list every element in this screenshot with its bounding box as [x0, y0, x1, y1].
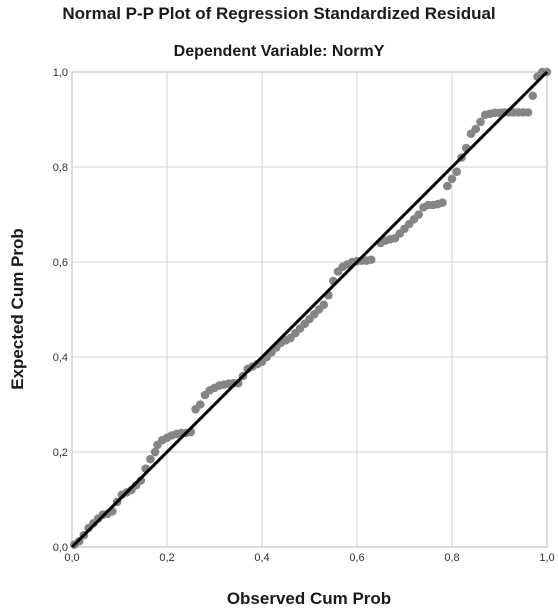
tick-labels: 0,00,0 0,2 0,2 0,4 0,4 0,6 0,6 0,8 0,8 1,0 1,0 [53, 67, 555, 564]
data-point [195, 400, 205, 409]
x-tick-label: 0,6 [349, 552, 364, 564]
data-point [414, 210, 424, 219]
y-tick-label: 0,2 [53, 447, 68, 459]
y-tick-label: 1,0 [53, 67, 68, 79]
data-point [150, 447, 160, 457]
data-point [452, 167, 462, 177]
data-point [471, 124, 481, 134]
data-point [146, 454, 155, 464]
grid-lines [72, 72, 547, 547]
y-tick-label: 0,8 [53, 162, 68, 174]
data-point [319, 300, 329, 310]
data-point [528, 91, 538, 101]
x-tick-label: 1,0 [539, 552, 554, 564]
x-tick-label: 0,0 [64, 552, 79, 564]
y-tick-label: 0,4 [53, 352, 68, 364]
chart-title: Normal P-P Plot of Regression Standardiz… [62, 4, 496, 23]
x-axis-label: Observed Cum Prob [227, 589, 391, 608]
data-point [438, 198, 447, 207]
reference-line [70, 70, 549, 549]
x-tick-label: 0,4 [254, 552, 269, 564]
x-tick-label: 0,8 [444, 552, 459, 564]
chart-subtitle: Dependent Variable: NormY [173, 43, 385, 60]
x-tick-label: 0,2 [159, 552, 174, 564]
data-point [476, 117, 485, 127]
data-point [366, 255, 376, 264]
data-point [442, 181, 452, 191]
y-axis-label: Expected Cum Prob [8, 228, 27, 390]
data-point [523, 108, 533, 117]
y-tick-label: 0,0 [53, 542, 68, 554]
data-point [447, 174, 457, 184]
y-tick-label: 0,6 [53, 257, 68, 269]
